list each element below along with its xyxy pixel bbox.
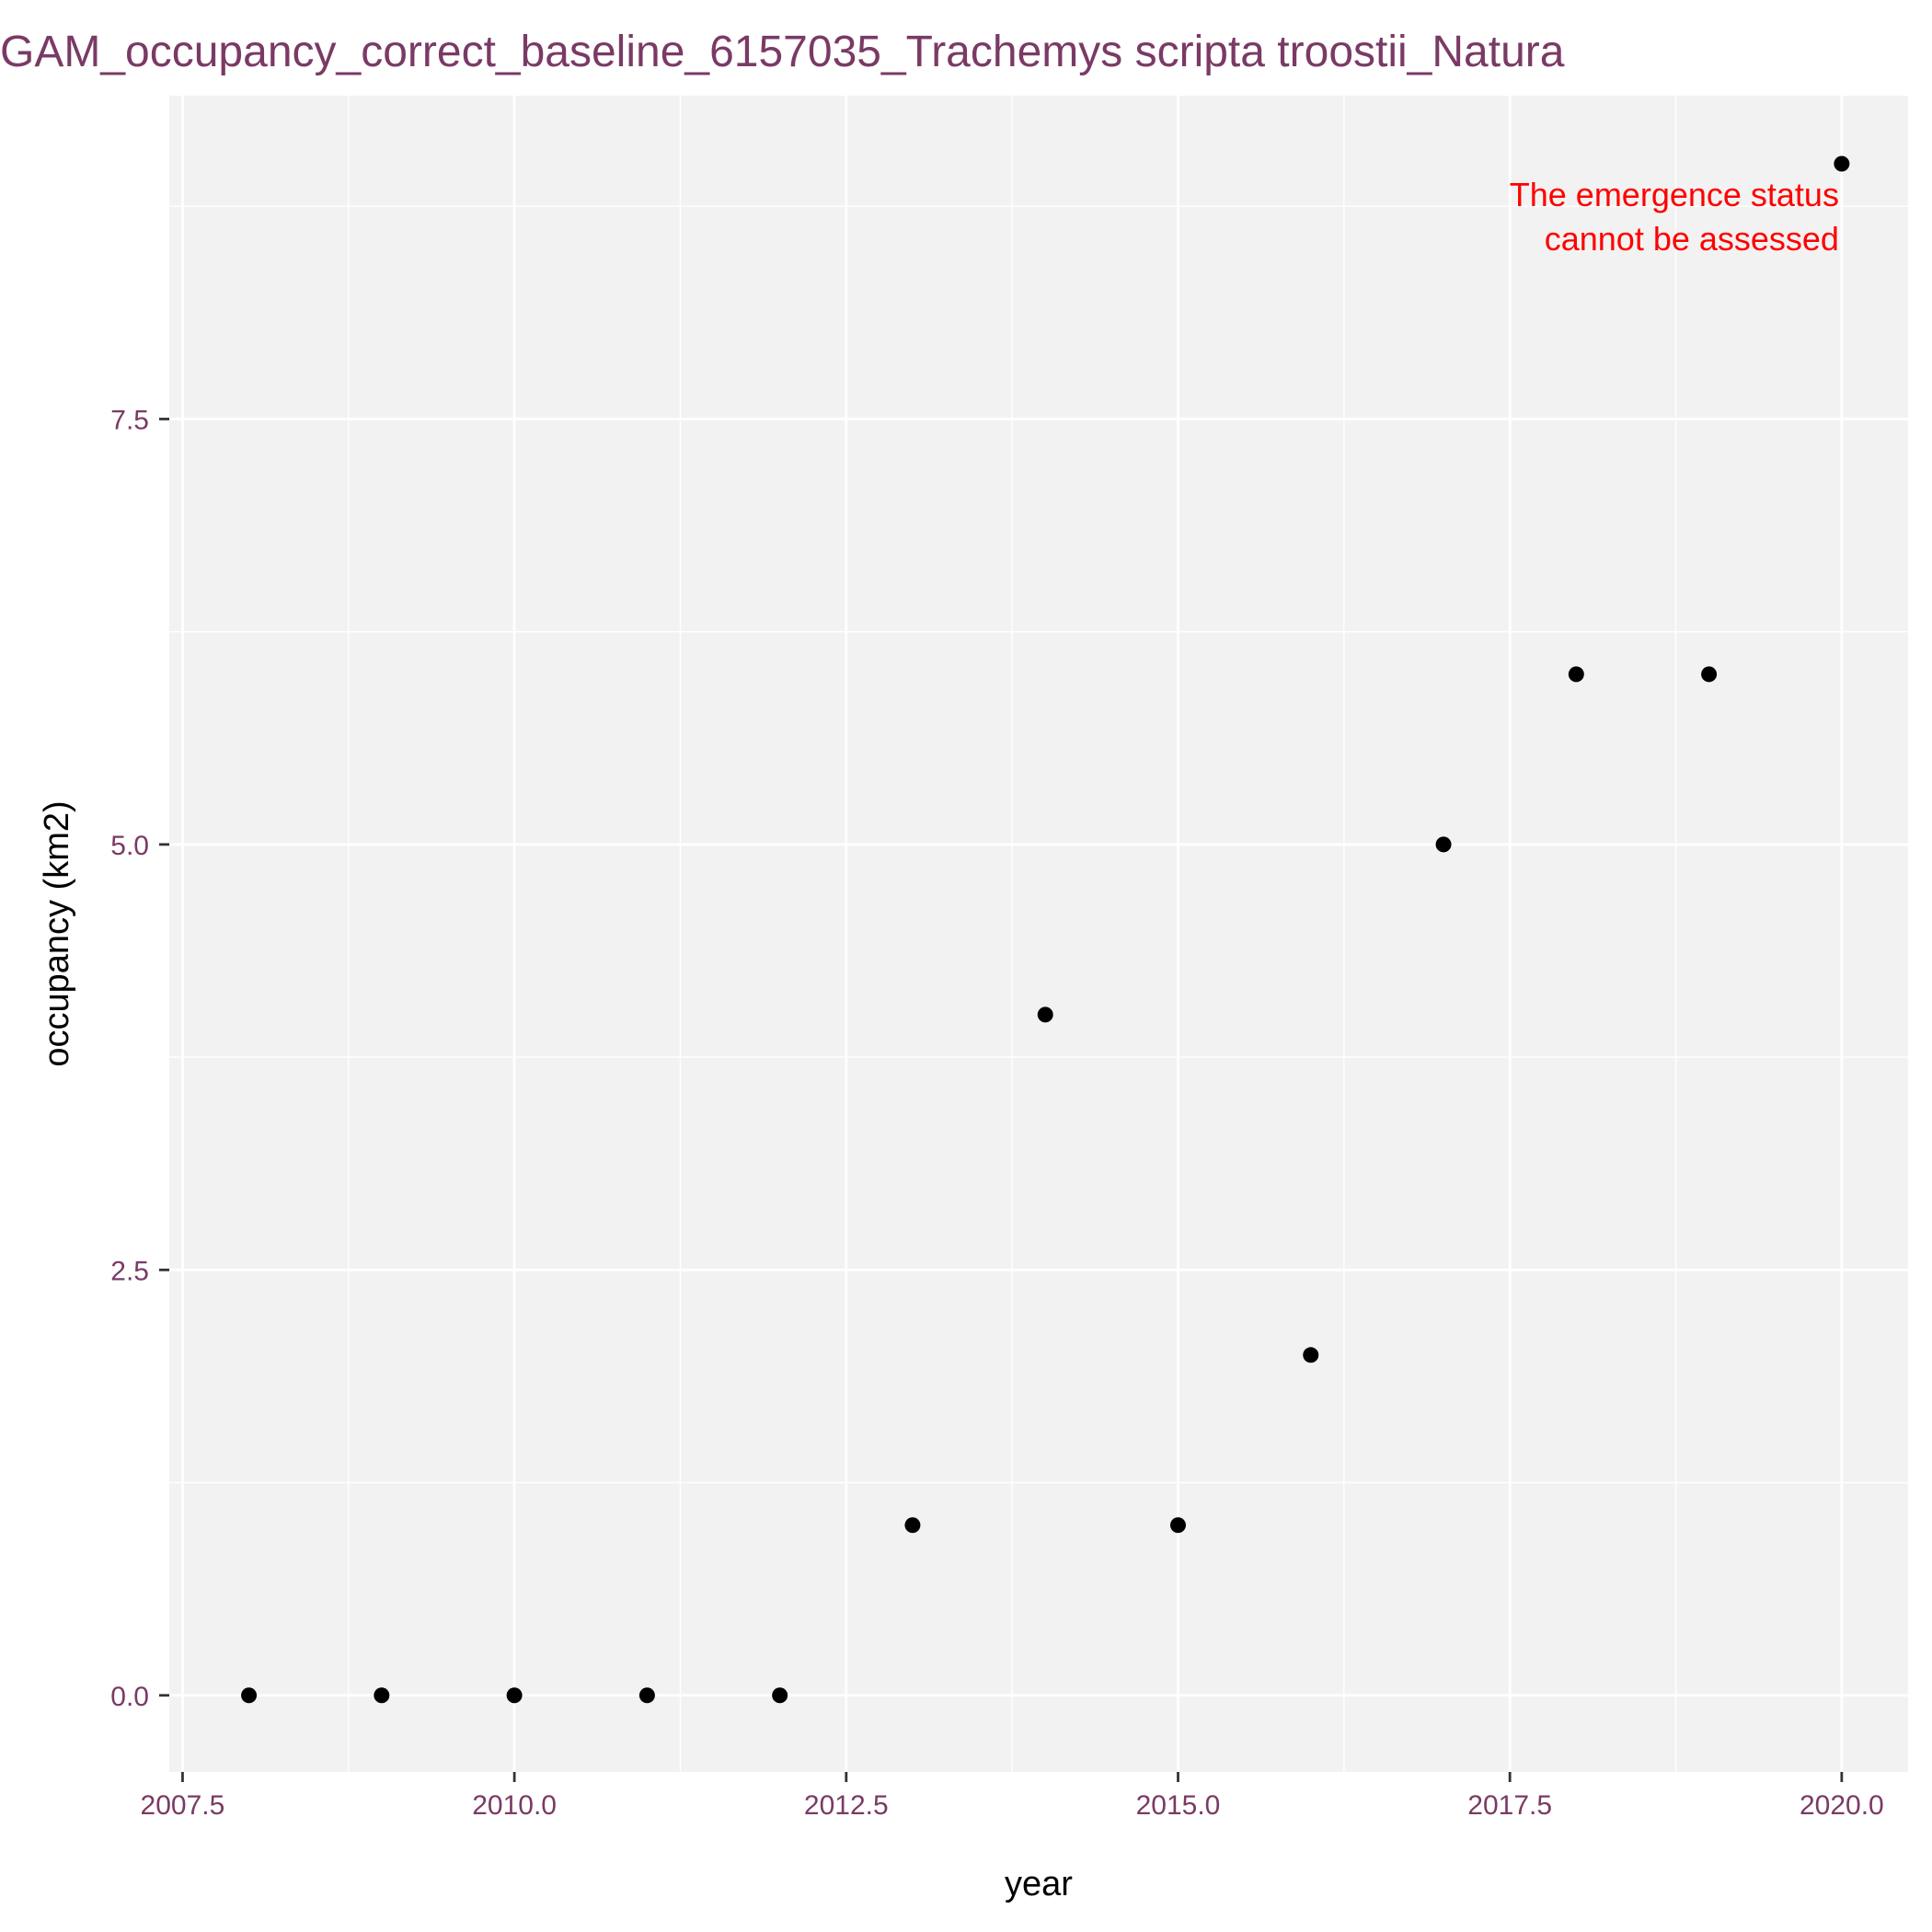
annotation-line: The emergence status: [1510, 176, 1839, 213]
x-axis: 2007.5 2010.0 2012.5 2015.0 2017.5 2020.0: [141, 1772, 1884, 1821]
data-point: [241, 1687, 258, 1704]
major-gridlines: [169, 96, 1908, 1772]
data-point: [1169, 1517, 1186, 1534]
data-point: [1037, 1006, 1053, 1023]
x-tick-label: 2020.0: [1800, 1790, 1884, 1821]
data-point: [1834, 155, 1850, 172]
annotation-line: cannot be assessed: [1545, 220, 1839, 258]
chart-title: GAM_occupancy_correct_baseline_6157035_T…: [0, 28, 1565, 76]
x-tick-label: 2007.5: [141, 1790, 225, 1821]
y-tick-label: 0.0: [110, 1682, 149, 1712]
y-axis: 0.0 2.5 5.0 7.5: [110, 405, 169, 1712]
x-tick-label: 2010.0: [472, 1790, 557, 1821]
y-axis-title: occupancy (km2): [38, 800, 76, 1066]
minor-gridlines: [169, 96, 1908, 1772]
x-tick-label: 2015.0: [1136, 1790, 1221, 1821]
plot-panel: [169, 96, 1908, 1772]
data-point: [374, 1687, 390, 1704]
data-point: [1303, 1347, 1319, 1363]
data-point: [1568, 666, 1584, 683]
data-point: [506, 1687, 523, 1704]
data-points: [241, 155, 1850, 1704]
x-tick-label: 2017.5: [1467, 1790, 1552, 1821]
data-point: [638, 1687, 655, 1704]
x-tick-label: 2012.5: [804, 1790, 889, 1821]
data-point: [904, 1517, 921, 1534]
annotation: The emergence status cannot be assessed: [1510, 176, 1839, 258]
data-point: [772, 1687, 788, 1704]
x-axis-title: year: [1005, 1865, 1073, 1903]
y-tick-label: 7.5: [110, 405, 149, 435]
data-point: [1701, 666, 1718, 683]
y-tick-label: 5.0: [110, 831, 149, 861]
data-point: [1435, 836, 1452, 853]
y-tick-label: 2.5: [110, 1256, 149, 1286]
